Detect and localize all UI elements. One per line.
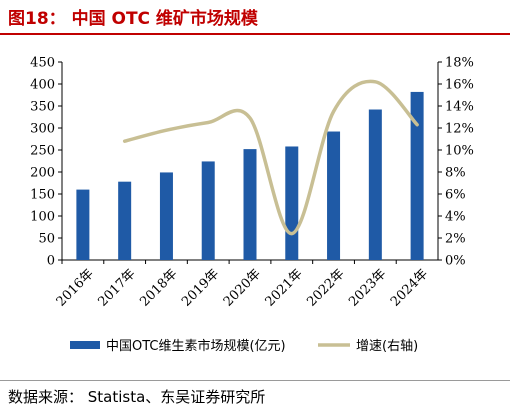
bar-2022年: [327, 131, 341, 260]
right-axis-tick-label: 8%: [445, 166, 466, 181]
left-axis-tick-label: 250: [30, 144, 55, 159]
left-axis-tick-label: 350: [30, 100, 55, 115]
legend-label-line: 增速(右轴): [356, 339, 418, 354]
right-axis-tick-label: 16%: [445, 78, 474, 93]
right-axis-tick-label: 6%: [445, 188, 466, 203]
x-axis-tick-label: 2016年: [54, 266, 97, 309]
left-axis-tick-label: 100: [30, 210, 55, 225]
legend-label-bar: 中国OTC维生素市场规模(亿元): [106, 338, 286, 354]
left-axis-tick-label: 50: [38, 232, 55, 247]
bar-2017年: [118, 181, 132, 260]
left-axis-tick-label: 400: [30, 78, 55, 93]
chart-title: 图18： 中国 OTC 维矿市场规模: [8, 9, 258, 29]
x-axis-tick-label: 2019年: [179, 266, 222, 309]
right-axis-tick-label: 2%: [445, 232, 466, 247]
bar-2019年: [201, 161, 215, 260]
chart: 0 50 100 150 200 250 300 350 400 450 0% 2% 4% 6% 8% 10%…: [30, 56, 474, 355]
growth-rate-line: [122, 79, 419, 236]
x-axis-tick-label: 2023年: [346, 266, 389, 309]
data-source: 数据来源： Statista、东吴证券研究所: [8, 388, 266, 406]
right-axis-tick-label: 12%: [445, 122, 474, 137]
x-axis-tick-label: 2017年: [96, 266, 139, 309]
bar-2021年: [285, 146, 299, 260]
left-axis-tick-label: 150: [30, 188, 55, 203]
bar-2018年: [159, 172, 173, 260]
x-axis-tick-label: 2020年: [221, 266, 264, 309]
bar-2016年: [76, 189, 90, 260]
left-axis-tick-label: 450: [30, 56, 55, 71]
left-axis-tick-label: 200: [30, 166, 55, 181]
bar-2024年: [410, 91, 424, 260]
legend-swatch-bar: [70, 341, 100, 349]
left-axis-tick-label: 0: [47, 254, 55, 269]
bar-2020年: [243, 149, 257, 260]
right-axis-tick-label: 14%: [445, 100, 474, 115]
right-axis-tick-label: 18%: [445, 56, 474, 71]
x-axis-tick-label: 2021年: [263, 266, 306, 309]
right-axis-tick-label: 4%: [445, 210, 466, 225]
left-axis-tick-label: 300: [30, 122, 55, 137]
right-axis-tick-label: 0%: [445, 254, 466, 269]
right-axis-tick-label: 10%: [445, 144, 474, 159]
x-axis-tick-label: 2024年: [388, 266, 431, 309]
x-axis-tick-label: 2018年: [137, 266, 180, 309]
source-divider: [0, 380, 510, 381]
bar-2023年: [368, 109, 382, 261]
title-divider: [0, 33, 510, 35]
x-axis-tick-label: 2022年: [304, 266, 347, 309]
